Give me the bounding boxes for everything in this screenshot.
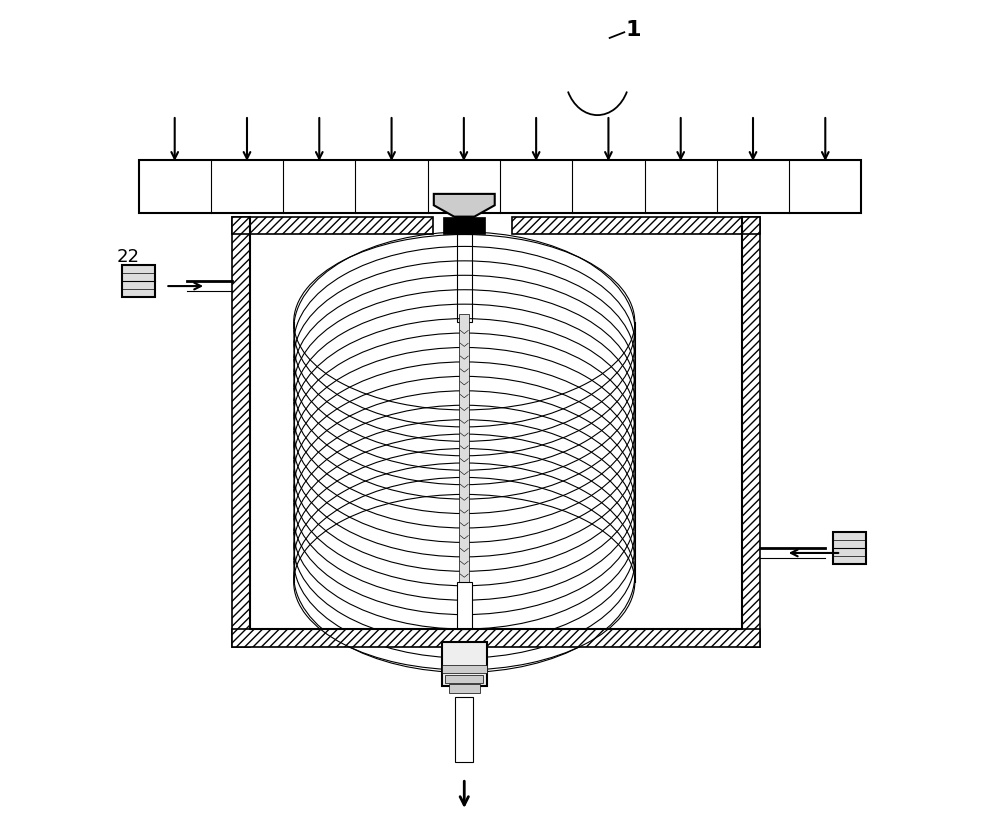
Bar (443, 217, 485, 235)
Bar (232, 629, 760, 647)
Bar (833, 532, 866, 564)
Bar (122, 265, 155, 297)
Bar (459, 314, 469, 590)
Bar (454, 213, 474, 217)
Text: 1: 1 (626, 20, 641, 40)
Bar (445, 675, 483, 683)
Bar (742, 217, 760, 647)
Bar (139, 160, 861, 213)
Bar (512, 217, 760, 235)
Text: 22: 22 (117, 249, 140, 267)
Bar (457, 582, 472, 629)
Bar (232, 217, 250, 647)
Bar (455, 697, 473, 762)
Polygon shape (434, 194, 495, 217)
Bar (442, 641, 487, 686)
Bar (232, 217, 433, 235)
Bar (457, 235, 472, 322)
Bar (442, 665, 487, 673)
Bar (449, 685, 480, 693)
